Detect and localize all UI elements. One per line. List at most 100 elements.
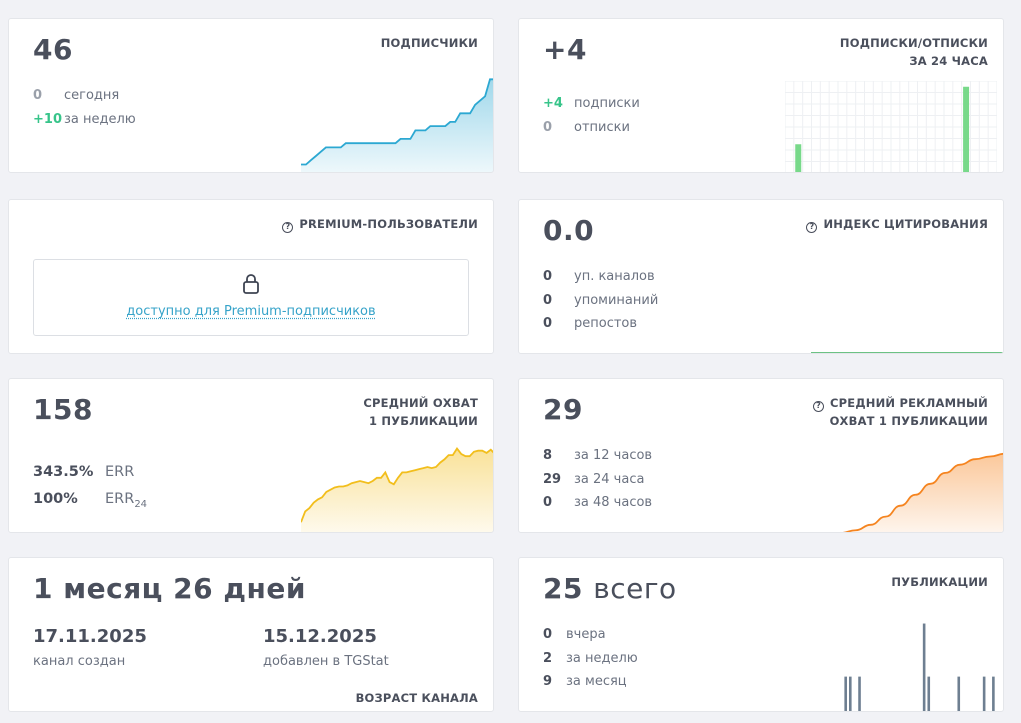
chart-baseline-dot [967, 711, 969, 712]
chart-baseline-dot [859, 711, 861, 712]
stat-24h: 29 за 24 часа [543, 468, 652, 492]
question-circle-icon[interactable]: ? [282, 222, 294, 233]
stat-month: 9 за месяц [543, 670, 638, 694]
stat-text: за неделю [566, 650, 638, 666]
chart-bar [858, 676, 861, 711]
chart-baseline-dot [827, 711, 829, 712]
stat-text: репостов [574, 316, 638, 331]
chart-baseline-dot [983, 711, 985, 712]
added-date-block: 15.12.2025 добавлен в TGStat [263, 626, 389, 669]
premium-access-link[interactable]: доступно для Premium-подписчиков [126, 304, 376, 319]
stat-value: 0 [543, 627, 553, 642]
stat-text: ERR24 [105, 486, 147, 518]
publications-stats: 0 вчера 2 за неделю 9 за месяц [543, 623, 638, 694]
citation-index-value: 0.0 [543, 214, 595, 247]
publications-total: 25 всего [543, 572, 677, 605]
chart-baseline-dot [943, 711, 945, 712]
created-date: 17.11.2025 [33, 626, 147, 647]
chart-bar [795, 144, 802, 172]
stat-reposts: 0 репостов [543, 312, 658, 336]
chart-baseline-dot [839, 711, 841, 712]
stat-value: 9 [543, 674, 553, 689]
premium-card[interactable]: ? PREMIUM-ПОЛЬЗОВАТЕЛИ доступно для Premi… [8, 199, 494, 354]
stat-week: 2 за неделю [543, 647, 638, 671]
added-label: добавлен в TGStat [263, 654, 389, 669]
stat-text: отписки [574, 119, 630, 135]
publications-label: ПУБЛИКАЦИИ [891, 575, 988, 589]
added-date: 15.12.2025 [263, 626, 377, 647]
stat-value: 0 [543, 119, 553, 135]
citation-card[interactable]: 0.0 ? ИНДЕКС ЦИТИРОВАНИЯ 0 уп. каналов 0 … [518, 199, 1004, 354]
chart-baseline-dot [923, 711, 925, 712]
chart-baseline-dot [991, 711, 993, 712]
chart-baseline-dot [951, 711, 953, 712]
stat-text: сегодня [64, 88, 120, 103]
avg-reach-card[interactable]: 158 СРЕДНИЙ ОХВАТ 1 ПУБЛИКАЦИИ 343.5% ER… [8, 378, 494, 533]
chart-baseline-dot [819, 711, 821, 712]
ad-reach-label: ? СРЕДНИЙ РЕКЛАМНЫЙ ОХВАТ 1 ПУБЛИКАЦИИ [813, 394, 988, 430]
ad-reach-label-text: СРЕДНИЙ РЕКЛАМНЫЙ [830, 396, 988, 410]
stat-today: 0 сегодня [33, 84, 136, 108]
chart-baseline-dot [955, 711, 957, 712]
subscribers-stats: 0 сегодня +10 за неделю [33, 84, 136, 131]
stat-text: за 24 часа [574, 471, 645, 487]
chart-bar [927, 676, 931, 711]
chart-baseline-dot [995, 711, 997, 712]
chart-baseline-dot [911, 711, 913, 712]
chart-baseline-dot [823, 711, 825, 712]
stat-text: за месяц [566, 674, 627, 689]
channel-age-card[interactable]: 1 месяц 26 дней 17.11.2025 канал создан … [8, 557, 494, 712]
stat-text: уп. каналов [574, 269, 655, 284]
chart-line [842, 452, 1003, 532]
chart-baseline-dot [935, 711, 937, 712]
stat-value: +10 [33, 111, 62, 127]
chart-baseline-dot [875, 711, 877, 712]
avg-reach-chart [301, 447, 493, 532]
ad-reach-card[interactable]: 29 ? СРЕДНИЙ РЕКЛАМНЫЙ ОХВАТ 1 ПУБЛИКАЦИИ… [518, 378, 1004, 533]
chart-baseline-dot [863, 711, 865, 712]
stat-value: 0 [543, 495, 553, 510]
stat-value: 0 [543, 316, 553, 331]
chart-area [301, 448, 493, 532]
publications-chart [819, 623, 997, 712]
stat-mentions: 0 упоминаний [543, 289, 658, 313]
stat-value: 2 [543, 650, 553, 666]
question-circle-icon[interactable]: ? [806, 222, 818, 233]
question-circle-icon[interactable]: ? [813, 401, 824, 412]
created-label: канал создан [33, 654, 126, 669]
chart-baseline-dot [971, 711, 973, 712]
chart-bar [957, 676, 961, 711]
chart-baseline-dot [907, 711, 909, 712]
citation-chart [811, 352, 1003, 353]
chart-baseline-dot [855, 711, 857, 712]
subs-unsubs-chart [785, 81, 997, 172]
chart-baseline-dot [987, 711, 989, 712]
chart-baseline-dot [919, 711, 921, 712]
subscribers-card[interactable]: 46 ПОДПИСЧИКИ 0 сегодня +10 за неделю [8, 18, 494, 173]
publications-count: 25 [543, 572, 583, 605]
stat-text-main: ERR [105, 464, 135, 480]
chart-baseline-dot [975, 711, 977, 712]
chart-baseline-dot [899, 711, 901, 712]
subscribers-count: 46 [33, 33, 73, 66]
subs-unsubs-card[interactable]: +4 ПОДПИСКИ/ОТПИСКИ ЗА 24 ЧАСА +4 подпис… [518, 18, 1004, 173]
subs-unsubs-stats: +4 подписки 0 отписки [543, 92, 640, 139]
chart-bar [992, 676, 995, 711]
publications-card[interactable]: 25 всего ПУБЛИКАЦИИ 0 вчера 2 за неделю … [518, 557, 1004, 712]
stat-text: упоминаний [574, 292, 659, 308]
stat-text: ERR [105, 459, 134, 486]
chart-bar [844, 676, 847, 711]
chart-baseline-dot [879, 711, 881, 712]
subs-24h-count: +4 [543, 33, 587, 66]
chart-baseline-dot [931, 711, 933, 712]
avg-reach-value: 158 [33, 393, 93, 426]
chart-bar [849, 676, 852, 711]
chart-baseline-dot [939, 711, 941, 712]
stat-text: вчера [566, 627, 606, 642]
stat-text: подписки [574, 96, 640, 111]
chart-baseline-dot [851, 711, 853, 712]
ad-reach-value: 29 [543, 393, 583, 426]
stat-value: 0 [543, 269, 553, 284]
stat-text: за 48 часов [574, 495, 653, 510]
chart-baseline-dot [835, 711, 837, 712]
